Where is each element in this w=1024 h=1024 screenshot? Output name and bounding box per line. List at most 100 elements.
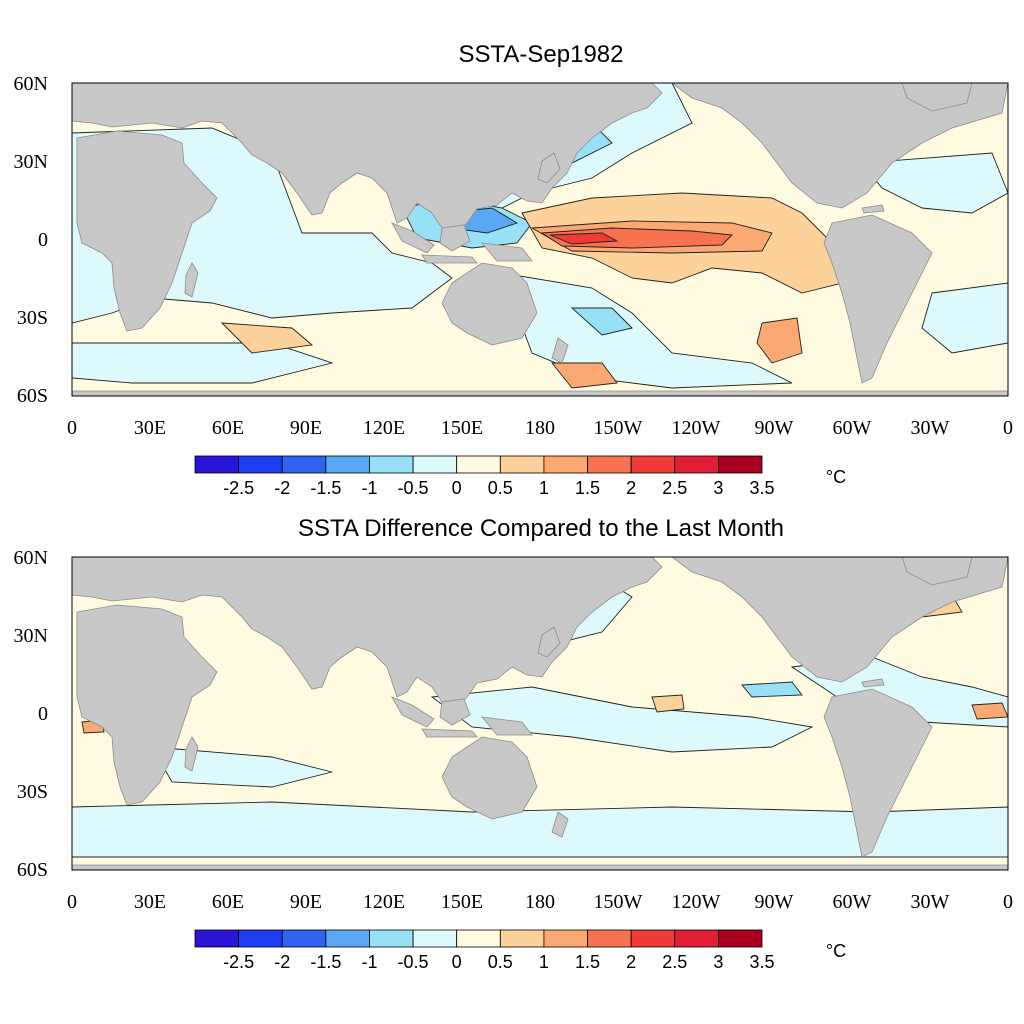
lon-label: 120W	[672, 891, 721, 913]
panel-bottom-title: SSTA Difference Compared to the Last Mon…	[298, 515, 784, 542]
colorbar-unit: °C	[826, 941, 846, 961]
colorbar-swatch	[281, 929, 327, 948]
colorbar-swatch	[412, 929, 458, 948]
colorbar-swatch	[543, 929, 588, 948]
warm-anomaly-area	[756, 317, 803, 364]
colorbar-tick-label: -0.5	[398, 952, 429, 972]
colorbar-tick-label: 3	[713, 478, 723, 498]
colorbar-tick-label: 2	[626, 952, 636, 972]
panel-top-colorbar: -2.5 -2 -1.5 -1 -0.5 0 0.5 1 1.5 2 2.5 3…	[194, 455, 846, 498]
lon-label: 90E	[290, 891, 322, 913]
lon-label: 90W	[755, 891, 794, 913]
panel-top-lon-axis: 0 30E 60E 90E 120E 150E 180 150W 120W 90…	[67, 417, 1013, 439]
lat-label: 30N	[14, 151, 48, 173]
colorbar-tick-label: 1	[539, 952, 549, 972]
colorbar-swatch	[238, 929, 283, 948]
lon-label: 60W	[833, 891, 872, 913]
lat-label: 30N	[14, 625, 48, 647]
neg-anomaly-area	[921, 282, 1009, 354]
colorbar-tick-label: 2.5	[662, 478, 687, 498]
lat-label: 0	[38, 229, 48, 251]
colorbar-tick-label: 2	[626, 478, 636, 498]
colorbar-unit: °C	[826, 467, 846, 487]
lon-label: 90E	[290, 417, 322, 439]
lon-label: 120E	[363, 417, 405, 439]
colorbar-swatch	[674, 929, 719, 948]
lon-label: 150E	[441, 891, 483, 913]
colorbar-tick-label: -2	[274, 952, 290, 972]
lon-label: 0	[1003, 891, 1013, 913]
warm-anomaly-area	[551, 362, 618, 389]
panel-bottom-map-frame	[71, 556, 1009, 871]
colorbar-tick-label: 3	[713, 952, 723, 972]
lon-label: 120W	[672, 417, 721, 439]
lat-label: 60S	[17, 859, 48, 881]
colorbar-swatches	[194, 929, 763, 948]
panel-bottom: SSTA Difference Compared to the Last Mon…	[14, 515, 1013, 972]
lat-label: 60N	[14, 547, 48, 569]
panel-top-title: SSTA-Sep1982	[459, 41, 624, 68]
lon-label: 180	[525, 417, 555, 439]
lon-label: 120E	[363, 891, 405, 913]
panel-bottom-lon-axis: 0 30E 60E 90E 120E 150E 180 150W 120W 90…	[67, 891, 1013, 913]
panel-top: SSTA-Sep1982	[14, 41, 1013, 498]
lon-label: 180	[525, 891, 555, 913]
colorbar-tick-labels: -2.5 -2 -1.5 -1 -0.5 0 0.5 1 1.5 2 2.5 3…	[223, 952, 774, 972]
lon-label: 30W	[911, 891, 950, 913]
warm-anomaly-peak	[549, 232, 619, 245]
lon-label: 30W	[911, 417, 950, 439]
colorbar-swatch	[456, 455, 501, 474]
lon-label: 30E	[134, 891, 166, 913]
colorbar-swatch	[630, 929, 676, 948]
colorbar-tick-label: 3.5	[749, 952, 774, 972]
colorbar-swatch	[281, 455, 327, 474]
lon-label: 150W	[594, 891, 643, 913]
lon-label: 90W	[755, 417, 794, 439]
colorbar-swatch	[717, 929, 763, 948]
colorbar-swatch	[325, 455, 370, 474]
colorbar-swatch	[543, 455, 588, 474]
colorbar-tick-label: -1	[361, 952, 377, 972]
colorbar-tick-label: -2	[274, 478, 290, 498]
lat-label: 30S	[17, 781, 48, 803]
colorbar-swatch	[369, 929, 414, 948]
colorbar-tick-label: -0.5	[398, 478, 429, 498]
warm-anomaly-area	[971, 702, 1009, 720]
colorbar-swatch	[587, 455, 632, 474]
colorbar-swatch	[369, 455, 414, 474]
panel-top-map	[71, 82, 1009, 397]
neg-anomaly-area	[861, 152, 1009, 214]
colorbar-swatch	[194, 929, 240, 948]
colorbar-swatch	[412, 455, 458, 474]
colorbar-swatches	[194, 455, 763, 474]
colorbar-tick-label: 0	[452, 952, 462, 972]
colorbar-swatch	[674, 455, 719, 474]
colorbar-swatch	[499, 929, 545, 948]
cold-spot	[570, 307, 633, 336]
lon-label: 150E	[441, 417, 483, 439]
panel-bottom-colorbar: -2.5 -2 -1.5 -1 -0.5 0 0.5 1 1.5 2 2.5 3…	[194, 929, 846, 972]
panel-top-lat-axis: 60N 30N 0 30S 60S	[14, 73, 48, 407]
colorbar-tick-label: -2.5	[223, 952, 254, 972]
lon-label: 0	[67, 891, 77, 913]
colorbar-tick-label: 0	[452, 478, 462, 498]
colorbar-swatch	[630, 455, 676, 474]
panel-bottom-lat-axis: 60N 30N 0 30S 60S	[14, 547, 48, 881]
lon-label: 60E	[212, 891, 244, 913]
panel-top-map-frame	[71, 82, 1009, 397]
lat-label: 60S	[17, 385, 48, 407]
colorbar-swatch	[717, 455, 763, 474]
colorbar-tick-label: 3.5	[749, 478, 774, 498]
lon-label: 0	[1003, 417, 1013, 439]
warm-anomaly-area	[651, 694, 685, 713]
colorbar-tick-label: -2.5	[223, 478, 254, 498]
colorbar-swatch	[325, 929, 370, 948]
lat-label: 60N	[14, 73, 48, 95]
lon-label: 60W	[833, 417, 872, 439]
lat-label: 0	[38, 703, 48, 725]
panel-bottom-map	[71, 556, 1009, 871]
colorbar-tick-label: -1.5	[310, 478, 341, 498]
colorbar-tick-label: 1.5	[575, 952, 600, 972]
colorbar-tick-labels: -2.5 -2 -1.5 -1 -0.5 0 0.5 1 1.5 2 2.5 3…	[223, 478, 774, 498]
